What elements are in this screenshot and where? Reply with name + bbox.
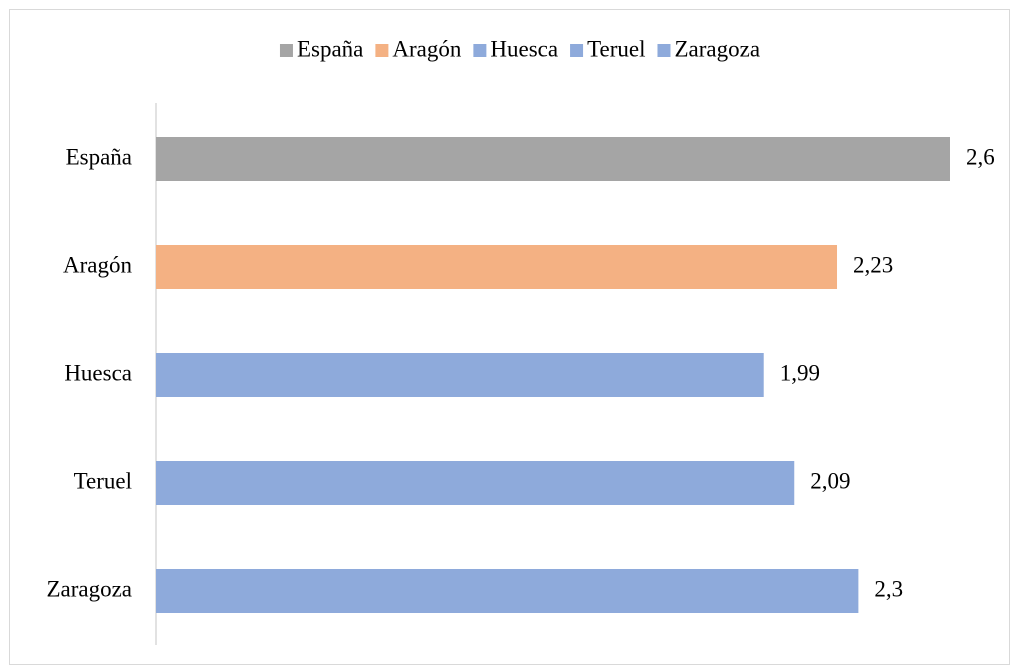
bar xyxy=(156,569,859,613)
chart-border xyxy=(9,9,1010,665)
legend-swatch xyxy=(570,44,584,57)
data-label: 1,99 xyxy=(780,360,820,385)
y-tick-label: Aragón xyxy=(63,252,132,277)
bar xyxy=(156,245,838,289)
data-label: 2,6 xyxy=(966,144,995,169)
legend-swatch xyxy=(279,44,293,57)
legend-swatch xyxy=(473,44,487,57)
data-label: 2,23 xyxy=(853,252,893,277)
legend-label: Teruel xyxy=(587,36,645,61)
y-tick-label: Huesca xyxy=(64,360,132,385)
bar xyxy=(156,353,764,397)
bar xyxy=(156,461,795,505)
legend-label: España xyxy=(297,36,363,61)
data-label: 2,3 xyxy=(874,576,903,601)
legend-label: Zaragoza xyxy=(674,36,760,61)
y-tick-label: España xyxy=(66,144,132,169)
y-tick-label: Zaragoza xyxy=(46,576,132,601)
legend-swatch xyxy=(657,44,671,57)
data-label: 2,09 xyxy=(810,468,850,493)
bar xyxy=(156,137,950,181)
legend-label: Aragón xyxy=(392,36,461,61)
legend-swatch xyxy=(375,44,389,57)
legend-label: Huesca xyxy=(490,36,558,61)
y-tick-label: Teruel xyxy=(74,468,132,493)
